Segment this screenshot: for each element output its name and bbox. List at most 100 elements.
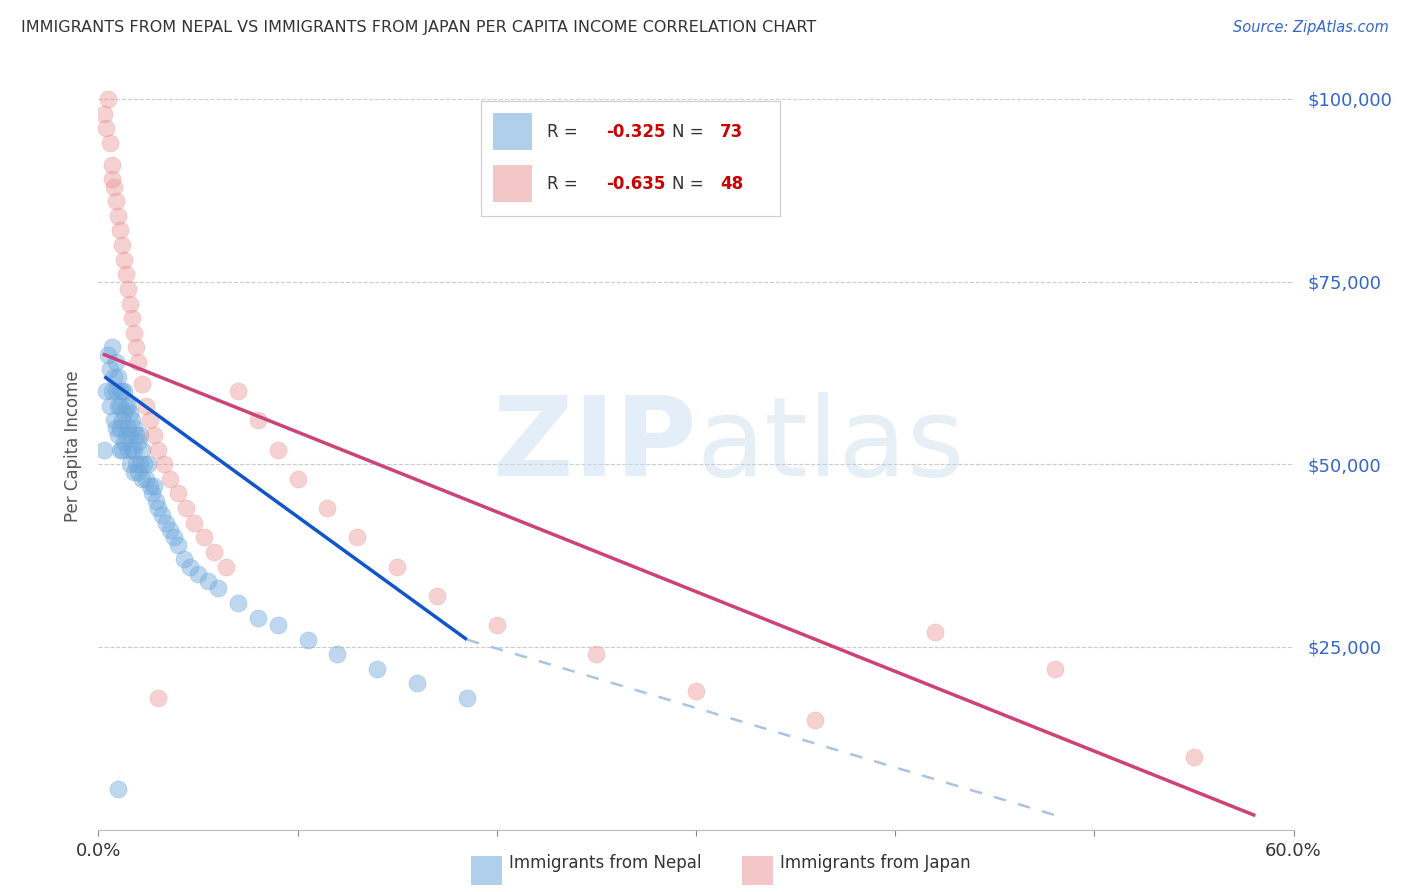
Point	[202, 545, 225, 559]
Point	[103, 179, 125, 194]
Point	[1043, 662, 1066, 676]
Point	[98, 399, 122, 413]
Point	[193, 530, 215, 544]
Point	[110, 223, 132, 237]
Point	[107, 428, 129, 442]
Point	[121, 442, 143, 457]
Point	[226, 384, 249, 399]
Point	[107, 209, 129, 223]
Point	[163, 530, 186, 544]
Point	[98, 362, 122, 376]
Point	[131, 472, 153, 486]
Point	[111, 384, 134, 399]
Text: atlas: atlas	[696, 392, 965, 500]
Point	[685, 683, 707, 698]
Text: Source: ZipAtlas.com: Source: ZipAtlas.com	[1233, 20, 1389, 35]
Point	[148, 442, 170, 457]
Point	[316, 501, 339, 516]
Point	[117, 282, 139, 296]
Point	[426, 589, 449, 603]
Point	[183, 516, 205, 530]
Point	[287, 472, 309, 486]
Point	[120, 406, 142, 420]
Point	[197, 574, 219, 589]
Point	[105, 384, 128, 399]
Point	[141, 486, 163, 500]
Point	[101, 340, 124, 354]
Point	[187, 566, 209, 581]
Point	[127, 355, 149, 369]
Point	[585, 647, 607, 661]
Point	[179, 559, 201, 574]
Point	[112, 406, 135, 420]
Point	[385, 559, 409, 574]
Point	[110, 384, 132, 399]
Point	[148, 501, 170, 516]
Point	[117, 421, 139, 435]
Point	[135, 472, 157, 486]
Point	[107, 369, 129, 384]
Point	[246, 610, 269, 624]
Point	[139, 479, 162, 493]
Point	[111, 413, 134, 427]
Point	[924, 625, 946, 640]
Point	[143, 428, 166, 442]
Point	[93, 106, 115, 120]
Point	[111, 238, 134, 252]
Point	[101, 158, 124, 172]
Point	[121, 413, 143, 427]
Point	[246, 413, 269, 427]
Point	[105, 194, 128, 209]
Point	[136, 457, 159, 471]
Point	[112, 435, 135, 450]
Point	[107, 399, 129, 413]
Point	[135, 399, 157, 413]
Point	[406, 676, 429, 690]
Point	[98, 136, 122, 150]
Point	[110, 442, 132, 457]
Point	[167, 538, 190, 552]
Point	[131, 376, 153, 391]
Point	[267, 618, 290, 632]
Point	[115, 399, 138, 413]
Point	[125, 428, 148, 442]
Point	[117, 399, 139, 413]
Text: ZIP: ZIP	[492, 392, 696, 500]
Point	[120, 428, 142, 442]
Point	[124, 442, 146, 457]
Point	[117, 442, 139, 457]
Point	[115, 268, 138, 282]
Point	[145, 493, 167, 508]
Point	[346, 530, 368, 544]
Point	[366, 662, 388, 676]
Point	[267, 442, 290, 457]
Point	[125, 457, 148, 471]
Point	[804, 713, 827, 727]
Point	[143, 479, 166, 493]
Point	[110, 421, 132, 435]
Point	[101, 384, 124, 399]
Point	[124, 465, 146, 479]
Point	[124, 421, 146, 435]
Point	[103, 413, 125, 427]
Text: Immigrants from Nepal: Immigrants from Nepal	[509, 855, 702, 872]
Point	[129, 428, 152, 442]
Point	[97, 348, 120, 362]
Point	[148, 691, 170, 706]
Point	[207, 582, 229, 596]
Point	[155, 516, 177, 530]
Point	[103, 369, 125, 384]
Point	[93, 442, 115, 457]
Point	[174, 501, 197, 516]
Point	[131, 442, 153, 457]
Point	[112, 252, 135, 267]
Point	[127, 435, 149, 450]
Point	[111, 442, 134, 457]
Point	[96, 384, 118, 399]
Point	[139, 413, 162, 427]
Point	[167, 486, 190, 500]
Text: Immigrants from Japan: Immigrants from Japan	[780, 855, 972, 872]
Point	[150, 508, 173, 523]
Point	[101, 172, 124, 186]
Point	[159, 523, 181, 537]
